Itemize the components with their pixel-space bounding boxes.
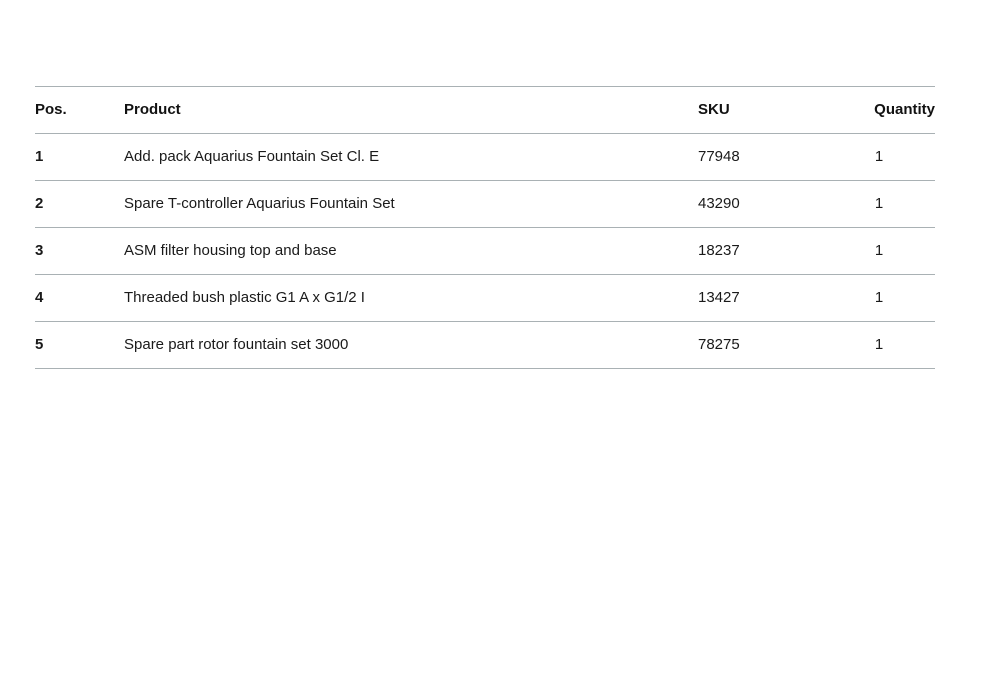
cell-quantity: 1 [823, 321, 935, 369]
cell-pos: 2 [35, 180, 124, 228]
table-header-row: Pos. Product SKU Quantity [35, 86, 935, 134]
table-row: 4 Threaded bush plastic G1 A x G1/2 I 13… [35, 274, 935, 322]
cell-product: Threaded bush plastic G1 A x G1/2 I [124, 274, 698, 322]
cell-pos: 3 [35, 227, 124, 275]
column-header-quantity: Quantity [823, 86, 935, 134]
column-header-sku: SKU [698, 86, 823, 134]
cell-product: Add. pack Aquarius Fountain Set Cl. E [124, 133, 698, 181]
cell-sku: 13427 [698, 274, 823, 322]
column-header-pos: Pos. [35, 86, 124, 134]
table-row: 2 Spare T-controller Aquarius Fountain S… [35, 180, 935, 228]
cell-product: Spare part rotor fountain set 3000 [124, 321, 698, 369]
table-row: 3 ASM filter housing top and base 18237 … [35, 227, 935, 275]
cell-pos: 4 [35, 274, 124, 322]
cell-quantity: 1 [823, 274, 935, 322]
cell-pos: 5 [35, 321, 124, 369]
table-body: 1 Add. pack Aquarius Fountain Set Cl. E … [35, 133, 935, 369]
cell-quantity: 1 [823, 227, 935, 275]
cell-quantity: 1 [823, 180, 935, 228]
cell-pos: 1 [35, 133, 124, 181]
cell-sku: 77948 [698, 133, 823, 181]
order-items-table: Pos. Product SKU Quantity 1 Add. pack Aq… [35, 86, 935, 369]
table-row: 1 Add. pack Aquarius Fountain Set Cl. E … [35, 133, 935, 181]
table-header: Pos. Product SKU Quantity [35, 86, 935, 134]
table-row: 5 Spare part rotor fountain set 3000 782… [35, 321, 935, 369]
cell-quantity: 1 [823, 133, 935, 181]
cell-product: ASM filter housing top and base [124, 227, 698, 275]
order-items-table-container: Pos. Product SKU Quantity 1 Add. pack Aq… [35, 86, 935, 369]
cell-sku: 43290 [698, 180, 823, 228]
cell-sku: 18237 [698, 227, 823, 275]
column-header-product: Product [124, 86, 698, 134]
cell-sku: 78275 [698, 321, 823, 369]
cell-product: Spare T-controller Aquarius Fountain Set [124, 180, 698, 228]
